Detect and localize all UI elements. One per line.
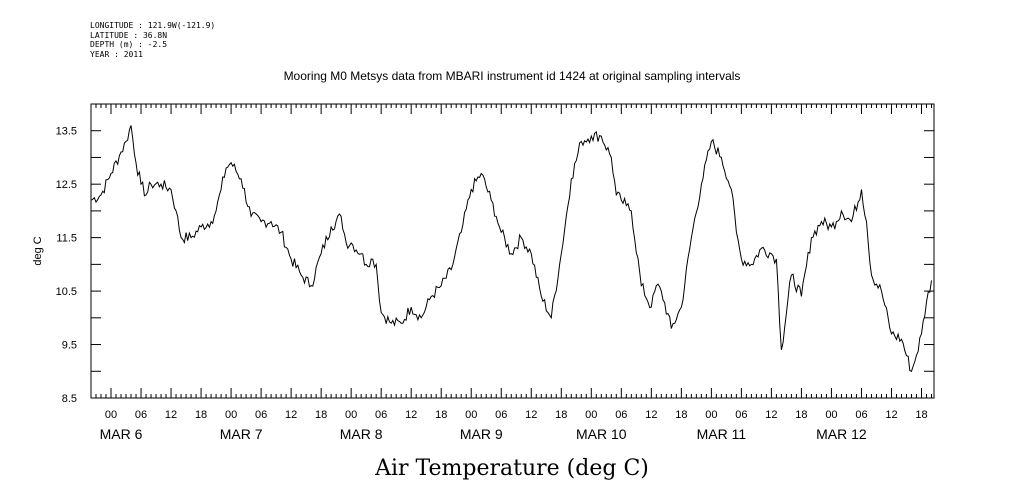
x-axis-title: Air Temperature (deg C) bbox=[374, 456, 649, 481]
depth-text: DEPTH (m) : -2.5 bbox=[90, 40, 168, 49]
x-hour-label: 06 bbox=[255, 409, 267, 421]
x-hour-label: 00 bbox=[705, 409, 717, 421]
x-hour-label: 18 bbox=[315, 409, 327, 421]
x-hour-label: 06 bbox=[135, 409, 147, 421]
latitude-text: LATITUDE : 36.8N bbox=[90, 30, 168, 40]
year-text: YEAR : 2011 bbox=[90, 49, 143, 59]
x-hour-label: 06 bbox=[615, 409, 627, 421]
x-hour-label: 18 bbox=[675, 409, 687, 421]
x-hour-label: 12 bbox=[165, 409, 177, 421]
x-hour-label: 18 bbox=[195, 409, 207, 421]
chart-title: Mooring M0 Metsys data from MBARI instru… bbox=[284, 69, 741, 83]
x-hour-label: 00 bbox=[825, 409, 837, 421]
x-hour-label: 00 bbox=[465, 409, 477, 421]
x-day-label: MAR 8 bbox=[340, 426, 383, 442]
x-day-label: MAR 9 bbox=[460, 426, 503, 442]
x-hour-label: 12 bbox=[525, 409, 537, 421]
plot-frame bbox=[90, 103, 935, 399]
x-hour-label: 18 bbox=[435, 409, 447, 421]
x-day-label: MAR 10 bbox=[576, 426, 627, 442]
y-tick-label: 11.5 bbox=[56, 233, 77, 245]
x-day-label: MAR 12 bbox=[816, 426, 867, 442]
x-hour-label: 06 bbox=[855, 409, 867, 421]
y-axis: 8.5 9.5 10.5 11.5 12.5 13.5 bbox=[56, 103, 934, 405]
x-axis: 00 06 12 18 00 06 12 18 00 06 12 18 00 06 12 18 00 06 12 18… bbox=[90, 104, 932, 442]
x-hour-label: 06 bbox=[495, 409, 507, 421]
y-tick-label: 13.5 bbox=[56, 126, 77, 138]
x-hour-label: 12 bbox=[885, 409, 897, 421]
x-hour-label: 00 bbox=[105, 409, 117, 421]
x-day-label: MAR 6 bbox=[100, 426, 143, 442]
x-hour-label: 18 bbox=[795, 409, 807, 421]
x-hour-label: 00 bbox=[585, 409, 597, 421]
x-day-label: MAR 7 bbox=[220, 426, 263, 442]
y-tick-label: 12.5 bbox=[56, 179, 77, 191]
x-hour-label: 18 bbox=[915, 409, 927, 421]
station-metadata: LONGITUDE : 121.9W(-121.9) LATITUDE : 36… bbox=[90, 21, 215, 59]
air-temperature-series-line bbox=[90, 125, 932, 372]
x-hour-label: 00 bbox=[225, 409, 237, 421]
y-tick-label: 8.5 bbox=[62, 393, 77, 405]
x-hour-label: 12 bbox=[765, 409, 777, 421]
y-tick-label: 10.5 bbox=[56, 286, 77, 298]
x-hour-label: 00 bbox=[345, 409, 357, 421]
x-hour-label: 06 bbox=[375, 409, 387, 421]
x-hour-label: 12 bbox=[645, 409, 657, 421]
x-hour-label: 18 bbox=[555, 409, 567, 421]
x-hour-label: 12 bbox=[405, 409, 417, 421]
x-hour-label: 06 bbox=[735, 409, 747, 421]
y-axis-label: deg C bbox=[32, 236, 44, 265]
x-day-label: MAR 11 bbox=[697, 426, 747, 442]
x-hour-label: 12 bbox=[285, 409, 297, 421]
y-tick-label: 9.5 bbox=[62, 340, 77, 352]
longitude-text: LONGITUDE : 121.9W(-121.9) bbox=[90, 21, 216, 30]
